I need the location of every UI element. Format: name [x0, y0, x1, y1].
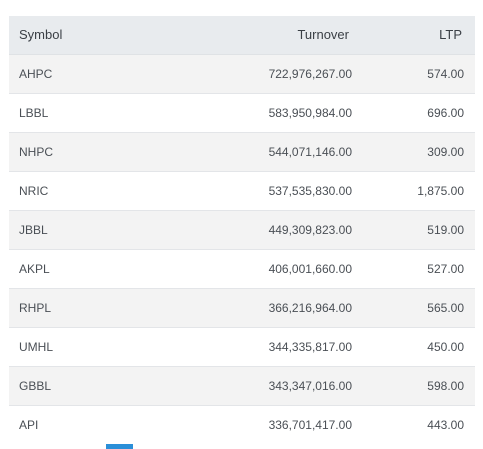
- cell-ltp: 598.00: [358, 365, 475, 405]
- cell-ltp: 309.00: [358, 131, 475, 171]
- cell-turnover: 366,216,964.00: [179, 287, 358, 327]
- table-row[interactable]: JBBL 449,309,823.00 519.00: [9, 209, 475, 249]
- table-row[interactable]: GBBL 343,347,016.00 598.00: [9, 365, 475, 405]
- turnover-table: Symbol Turnover LTP AHPC 722,976,267.00 …: [9, 16, 475, 444]
- cell-symbol[interactable]: NRIC: [9, 170, 179, 210]
- cell-ltp: 574.00: [358, 53, 475, 93]
- cell-symbol[interactable]: AKPL: [9, 248, 179, 288]
- cell-ltp: 565.00: [358, 287, 475, 327]
- table-row[interactable]: RHPL 366,216,964.00 565.00: [9, 287, 475, 327]
- cell-symbol[interactable]: GBBL: [9, 365, 179, 405]
- cell-symbol[interactable]: UMHL: [9, 326, 179, 366]
- cell-ltp: 450.00: [358, 326, 475, 366]
- cell-turnover: 583,950,984.00: [179, 92, 358, 132]
- cell-turnover: 537,535,830.00: [179, 170, 358, 210]
- cell-turnover: 449,309,823.00: [179, 209, 358, 249]
- cell-turnover: 406,001,660.00: [179, 248, 358, 288]
- cell-symbol[interactable]: API: [9, 404, 179, 444]
- table-row[interactable]: LBBL 583,950,984.00 696.00: [9, 92, 475, 132]
- cell-symbol[interactable]: JBBL: [9, 209, 179, 249]
- scroll-indicator[interactable]: [106, 444, 133, 449]
- table-row[interactable]: AHPC 722,976,267.00 574.00: [9, 53, 475, 93]
- turnover-table-container: Symbol Turnover LTP AHPC 722,976,267.00 …: [9, 16, 475, 444]
- table-row[interactable]: UMHL 344,335,817.00 450.00: [9, 326, 475, 366]
- cell-turnover: 336,701,417.00: [179, 404, 358, 444]
- cell-ltp: 527.00: [358, 248, 475, 288]
- header-ltp[interactable]: LTP: [358, 16, 475, 55]
- cell-ltp: 1,875.00: [358, 170, 475, 210]
- table-row[interactable]: API 336,701,417.00 443.00: [9, 404, 475, 444]
- table-row[interactable]: NRIC 537,535,830.00 1,875.00: [9, 170, 475, 210]
- cell-symbol[interactable]: LBBL: [9, 92, 179, 132]
- cell-turnover: 344,335,817.00: [179, 326, 358, 366]
- cell-symbol[interactable]: RHPL: [9, 287, 179, 327]
- cell-symbol[interactable]: NHPC: [9, 131, 179, 171]
- cell-ltp: 519.00: [358, 209, 475, 249]
- table-row[interactable]: NHPC 544,071,146.00 309.00: [9, 131, 475, 171]
- cell-turnover: 544,071,146.00: [179, 131, 358, 171]
- header-turnover[interactable]: Turnover: [179, 16, 358, 55]
- header-symbol[interactable]: Symbol: [9, 16, 179, 55]
- cell-ltp: 696.00: [358, 92, 475, 132]
- table-row[interactable]: AKPL 406,001,660.00 527.00: [9, 248, 475, 288]
- cell-turnover: 343,347,016.00: [179, 365, 358, 405]
- table-header-row: Symbol Turnover LTP: [9, 16, 475, 55]
- cell-symbol[interactable]: AHPC: [9, 53, 179, 93]
- cell-ltp: 443.00: [358, 404, 475, 444]
- cell-turnover: 722,976,267.00: [179, 53, 358, 93]
